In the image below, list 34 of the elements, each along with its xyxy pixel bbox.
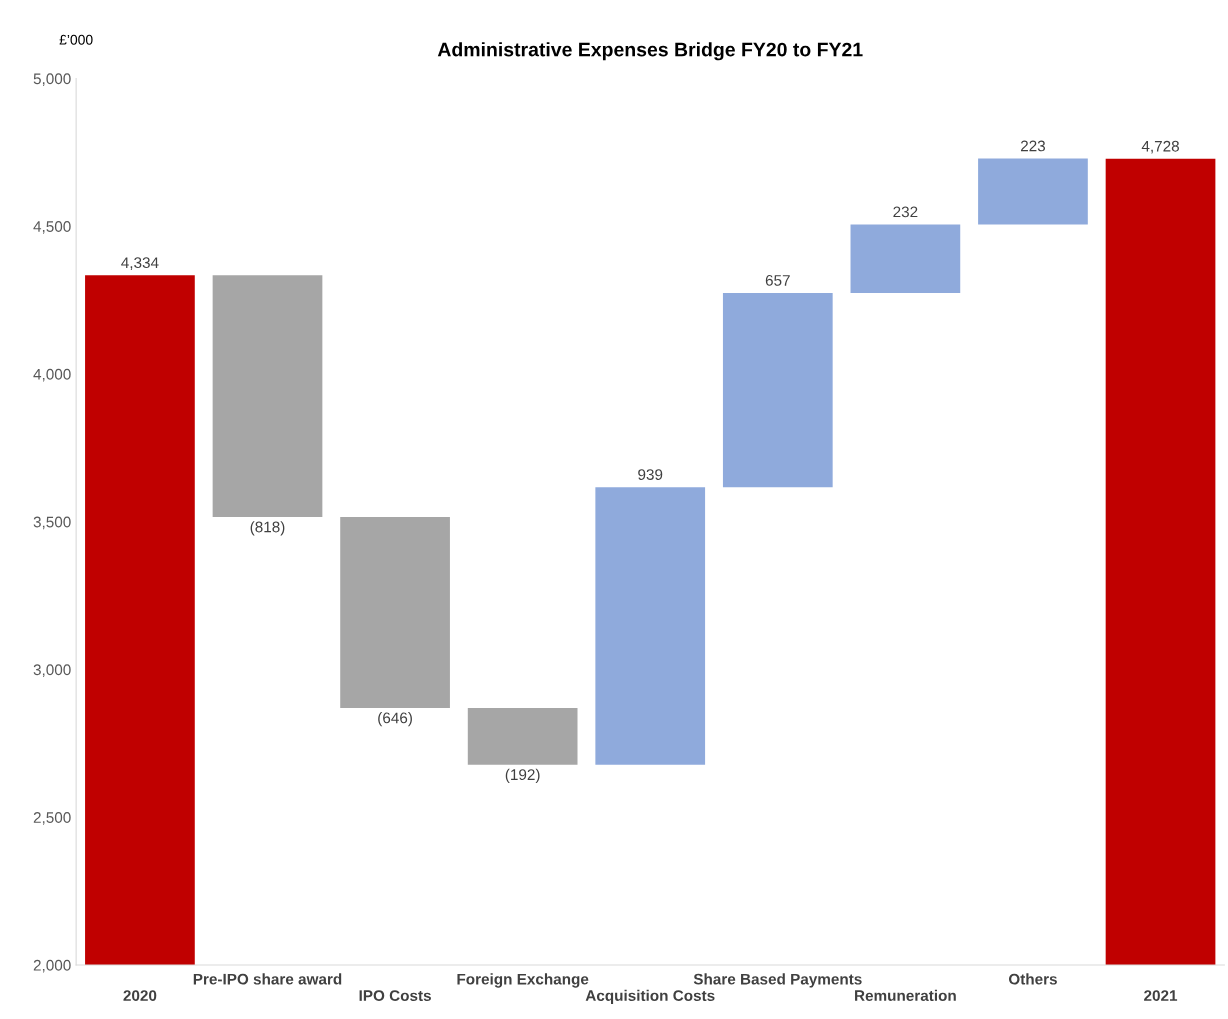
x-tick-label: Share Based Payments <box>693 973 862 988</box>
bar <box>340 517 450 708</box>
bar <box>978 158 1088 225</box>
data-label: 223 <box>1020 140 1046 152</box>
data-label: 939 <box>638 469 663 480</box>
x-tick-label: Pre-IPO share award <box>193 973 342 985</box>
data-label: 4,728 <box>1141 140 1179 154</box>
bar <box>722 293 833 488</box>
y-tick-label: 2,000 <box>33 959 71 973</box>
x-tick-label: Others <box>1008 973 1057 985</box>
x-tick-label: Foreign Exchange <box>457 973 589 988</box>
bar <box>595 487 706 765</box>
bar <box>212 275 323 517</box>
data-label: (818) <box>250 521 285 536</box>
data-label: 657 <box>765 275 790 286</box>
y-tick-label: 4,000 <box>33 368 71 382</box>
x-tick-label: 2021 <box>1144 990 1178 1001</box>
data-label: 232 <box>893 206 918 218</box>
chart-title: Administrative Expenses Bridge FY20 to FY21 <box>437 42 863 61</box>
y-tick-label: 4,500 <box>33 221 71 234</box>
y-tick-label: 3,000 <box>33 664 71 677</box>
x-tick-label: Remuneration <box>855 989 956 1001</box>
data-label: (646) <box>378 712 412 727</box>
bar <box>467 707 578 765</box>
bar <box>850 224 961 293</box>
data-label: 4,334 <box>121 257 159 270</box>
y-tick-label: 3,500 <box>33 516 71 530</box>
data-label: (192) <box>505 768 540 784</box>
y-tick-label: 5,000 <box>33 73 71 86</box>
x-tick-label: Acquisition Costs <box>585 989 715 1005</box>
y-axis-title: £’000 <box>59 34 93 45</box>
x-tick-label: IPO Costs <box>359 990 431 1001</box>
x-tick-label: 2020 <box>123 990 157 1001</box>
y-tick-label: 2,500 <box>33 812 71 825</box>
